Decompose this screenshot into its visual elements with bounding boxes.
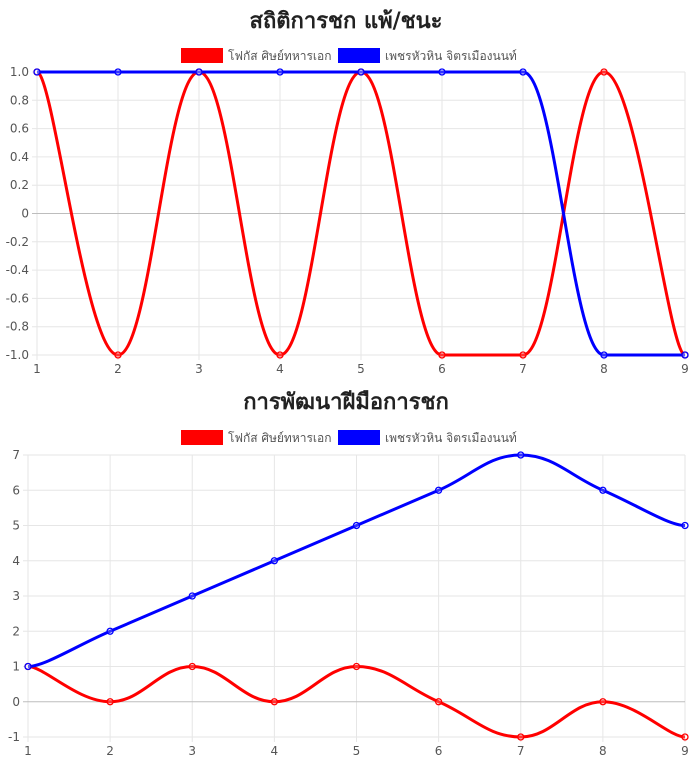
y-tick-label: -1 [8,730,20,744]
series-lines [33,68,689,359]
y-tick-label: 1.0 [10,65,29,79]
x-tick-label: 8 [600,362,608,376]
series-line-b[interactable] [27,453,686,668]
chart-title: สถิติการชก แพ้/ชนะ [250,9,443,34]
data-point-b[interactable] [106,627,114,635]
data-point-a[interactable] [517,733,525,741]
x-tick-label: 7 [519,362,527,376]
x-tick-label: 1 [24,744,32,758]
data-point-a[interactable] [270,698,279,706]
x-tick-label: 5 [357,362,365,376]
x-tick-label: 2 [106,744,114,758]
y-tick-label: 4 [12,554,20,568]
x-tick-label: 2 [114,362,122,376]
data-point-b[interactable] [357,68,365,76]
x-tick-label: 5 [353,744,361,758]
series-lines [24,451,689,741]
x-tick-label: 3 [188,744,196,758]
skill-progress-chart: การพัฒนาฝีมือการชก โฟกัส ศิษย์ทหารเอก เพ… [8,390,689,758]
y-tick-label: 6 [12,483,20,497]
data-point-a[interactable] [114,351,122,359]
data-point-b[interactable] [270,557,279,565]
y-tick-label: -1.0 [6,348,29,362]
data-point-b[interactable] [681,521,689,530]
legend-label-series-b[interactable]: เพชรหัวหิน จิตรเมืองนนท์ [385,49,517,63]
data-point-b[interactable] [600,351,608,359]
data-point-b[interactable] [599,486,607,494]
x-tick-label: 1 [33,362,41,376]
x-tick-label: 6 [438,362,446,376]
data-point-b[interactable] [434,486,443,494]
y-tick-label: 0.4 [10,150,29,164]
data-point-b[interactable] [517,451,525,459]
y-tick-label: -0.4 [6,263,29,277]
series-line-a[interactable] [35,70,687,357]
data-point-b[interactable] [276,68,284,76]
legend-swatch-series-b[interactable] [338,48,380,63]
data-point-a[interactable] [188,662,196,671]
y-tick-label: -0.2 [6,235,29,249]
data-point-b[interactable] [33,68,41,76]
data-point-b[interactable] [24,662,32,671]
y-tick-label: 5 [12,519,20,533]
series-line-a[interactable] [27,665,686,739]
y-tick-label: 0.8 [10,93,29,107]
x-tick-label: 6 [435,744,443,758]
y-tick-label: 0.6 [10,122,29,136]
y-axis: 7 6 5 4 3 2 1 0 -1 [8,448,20,744]
x-tick-label: 4 [271,744,279,758]
data-point-a[interactable] [106,698,114,706]
data-point-b[interactable] [352,521,361,530]
legend-swatch-series-a[interactable] [181,430,223,445]
data-point-a[interactable] [600,68,608,76]
legend-label-series-a[interactable]: โฟกัส ศิษย์ทหารเอก [228,49,331,63]
win-loss-chart: สถิติการชก แพ้/ชนะ โฟกัส ศิษย์ทหารเอก เพ… [6,9,689,376]
y-tick-label: 0 [12,695,20,709]
legend-swatch-series-b[interactable] [338,430,380,445]
legend-label-series-b[interactable]: เพชรหัวหิน จิตรเมืองนนท์ [385,431,517,445]
data-point-b[interactable] [438,68,446,76]
series-line-b[interactable] [37,70,685,357]
legend: โฟกัส ศิษย์ทหารเอก เพชรหัวหิน จิตรเมืองน… [181,430,517,445]
legend-swatch-series-a[interactable] [181,48,223,63]
y-axis: 1.0 0.8 0.6 0.4 0.2 0 -0.2 -0.4 -0.6 -0.8 -1.0 [6,65,29,362]
x-axis: 1 2 3 4 5 6 7 8 9 [33,362,689,376]
data-point-a[interactable] [352,662,361,671]
data-point-b[interactable] [195,68,203,76]
x-tick-label: 4 [276,362,284,376]
data-point-b[interactable] [114,68,122,76]
grid [32,71,686,360]
x-tick-label: 7 [517,744,525,758]
chart-title: การพัฒนาฝีมือการชก [243,390,449,415]
data-point-a[interactable] [519,351,527,359]
legend: โฟกัส ศิษย์ทหารเอก เพชรหัวหิน จิตรเมืองน… [181,48,517,63]
x-tick-label: 8 [599,744,607,758]
data-point-b[interactable] [519,68,527,76]
data-point-b[interactable] [188,592,196,600]
data-point-a[interactable] [681,733,689,741]
y-tick-label: -0.6 [6,291,29,305]
x-tick-label: 3 [195,362,203,376]
y-tick-label: 2 [12,624,20,638]
y-tick-label: 0 [21,207,29,221]
y-tick-label: -0.8 [6,320,29,334]
x-tick-label: 9 [681,744,689,758]
y-tick-label: 1 [12,660,20,674]
x-axis: 1 2 3 4 5 6 7 8 9 [24,744,689,758]
legend-label-series-a[interactable]: โฟกัส ศิษย์ทหารเอก [228,431,331,445]
data-point-a[interactable] [434,698,443,706]
y-tick-label: 3 [12,589,20,603]
y-tick-label: 7 [12,448,20,462]
x-tick-label: 9 [681,362,689,376]
data-point-b[interactable] [681,351,689,359]
y-tick-label: 0.2 [10,178,29,192]
data-point-a[interactable] [599,698,607,706]
data-point-a[interactable] [276,351,284,359]
data-point-a[interactable] [438,351,446,359]
